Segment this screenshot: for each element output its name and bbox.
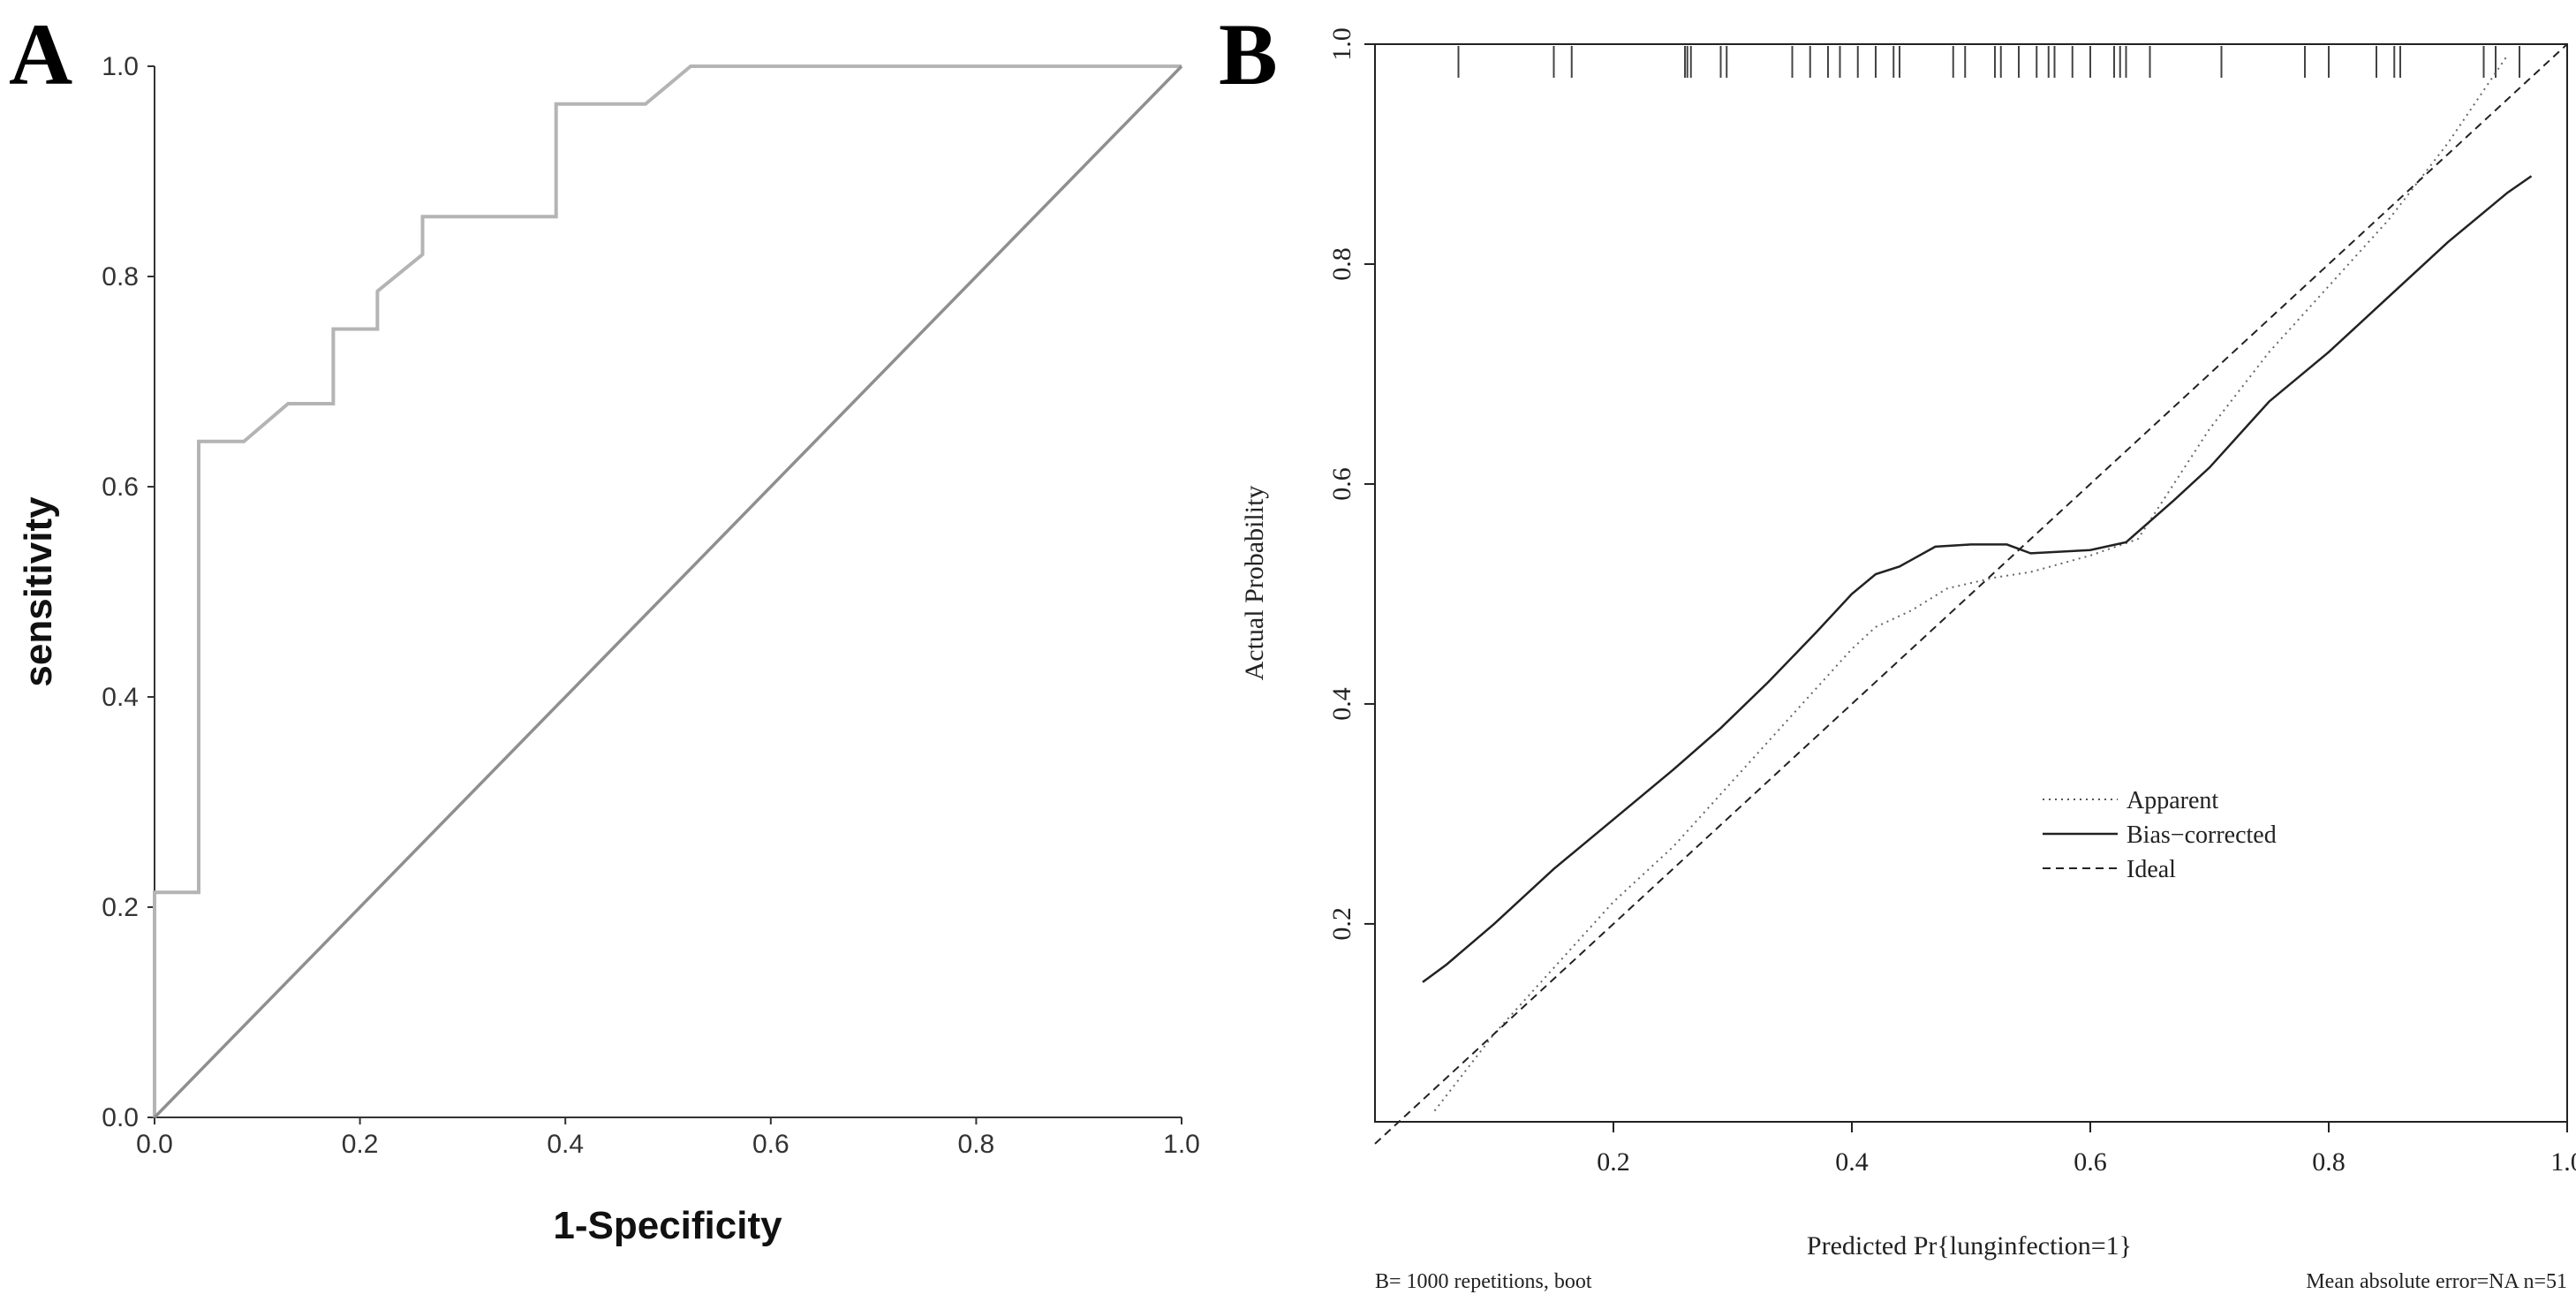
panel-b-y-axis-title: Actual Probability: [1240, 486, 1269, 681]
panel-a-y-tick-label: 0.6: [102, 473, 139, 502]
panel-b-footnote-left: B= 1000 repetitions, boot: [1375, 1270, 1592, 1293]
panel-b-x-tick-label: 0.4: [1835, 1147, 1869, 1177]
panel-a-x-tick-label: 0.8: [958, 1130, 995, 1159]
panel-b-x-tick-label: 0.8: [2312, 1147, 2346, 1177]
panel-a-roc-chart: A 0.0 0.2 0.4 0.6 0.8 1.0 0.00.20.40.60.81.0 …: [9, 5, 1200, 1247]
panel-a-x-ticks: 0.0 0.2 0.4 0.6 0.8 1.0: [136, 1117, 1200, 1159]
panel-b-rug: [1457, 46, 2520, 78]
panel-b-y-tick-label: 1.0: [1327, 27, 1356, 61]
panel-a-roc-line: [153, 64, 1182, 1117]
panel-b-x-ticks: 0.2 0.4 0.6 0.8 1.0: [1597, 1122, 2576, 1177]
panel-a-y-tick-label: 1.0: [102, 52, 139, 81]
panel-b-x-axis-title: Predicted Pr{lunginfection=1}: [1807, 1231, 2132, 1260]
panel-b-y-ticks: 0.2 0.4 0.6 0.8 1.0: [1327, 27, 1375, 941]
panel-b-calibration-chart: B 0.2 0.4 0.6 0.8 1.0 0.2 0.4 0.6 0.8 1.0 Appare…: [1219, 5, 2576, 1293]
panel-b-x-tick-label: 1.0: [2550, 1147, 2576, 1177]
panel-b-y-tick-label: 0.4: [1327, 687, 1356, 721]
panel-b-footnote-right: Mean absolute error=NA n=51: [2306, 1270, 2567, 1293]
panel-b-y-tick-label: 0.6: [1327, 467, 1356, 501]
panel-b-y-tick-label: 0.8: [1327, 247, 1356, 281]
panel-b-plot-frame: [1374, 43, 2568, 1123]
panel-b-legend: Apparent Bias−corrected Ideal: [2043, 787, 2277, 883]
panel-a-y-tick-label: 0.8: [102, 262, 139, 291]
panel-a-x-tick-label: 0.4: [547, 1130, 584, 1159]
panel-a-y-axis-title: sensitivity: [17, 496, 60, 687]
panel-a-x-tick-label: 0.6: [752, 1130, 789, 1159]
panel-b-x-tick-label: 0.6: [2074, 1147, 2107, 1177]
legend-ideal-label: Ideal: [2127, 856, 2176, 883]
panel-a-y-tick-label: 0.2: [102, 893, 139, 922]
panel-b-series: [1374, 43, 2568, 1145]
panel-a-series: [153, 64, 1183, 1119]
panel-b-letter: B: [1219, 5, 1278, 103]
panel-a-x-tick-label: 1.0: [1163, 1130, 1200, 1159]
panel-b-bias-corrected-line: [1422, 175, 2533, 983]
legend-apparent-label: Apparent: [2127, 787, 2218, 814]
legend-bias-corrected-label: Bias−corrected: [2127, 821, 2277, 849]
panel-b-ideal-line: [1374, 43, 2568, 1145]
panel-b-apparent-line: [1433, 54, 2509, 1112]
panel-a-letter: A: [9, 5, 72, 103]
panel-a-x-tick-label: 0.0: [136, 1130, 173, 1159]
panel-b-x-tick-label: 0.2: [1597, 1147, 1630, 1177]
panel-a-y-tick-label: 0.4: [102, 683, 139, 712]
panel-b-y-tick-label: 0.2: [1327, 907, 1356, 941]
panel-a-y-tick-label: 0.0: [102, 1103, 139, 1132]
panel-a-y-ticks: 0.0 0.2 0.4 0.6 0.8 1.0: [102, 52, 155, 1132]
panel-a-reference-line: [153, 64, 1183, 1119]
panel-a-x-axis-title: 1-Specificity: [553, 1204, 782, 1247]
panel-a-x-tick-label: 0.2: [342, 1130, 379, 1159]
